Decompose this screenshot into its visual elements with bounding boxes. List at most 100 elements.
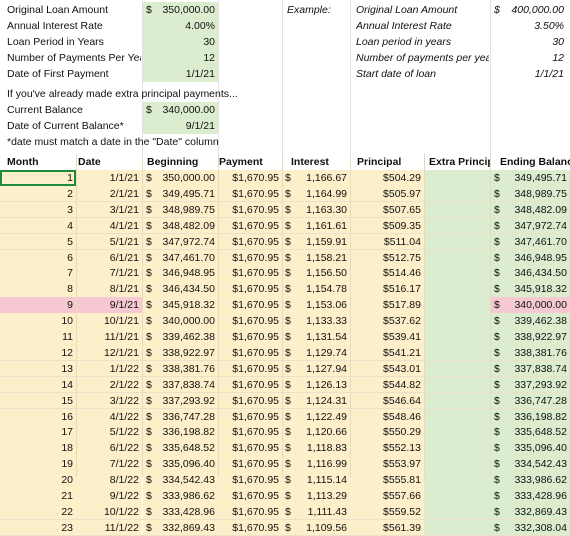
cell-extra-principal[interactable]: [424, 408, 491, 425]
cell-payment[interactable]: $1,670.95: [218, 313, 282, 330]
cell-principal[interactable]: $511.04: [350, 233, 424, 250]
cell-date[interactable]: 8/1/21: [76, 281, 142, 298]
cell-beginning[interactable]: $340,000.00: [143, 313, 218, 330]
cell-principal[interactable]: $548.46: [350, 408, 424, 425]
cell-principal[interactable]: $517.89: [350, 297, 424, 314]
cell-date[interactable]: 4/1/22: [76, 408, 142, 425]
cell-date[interactable]: 1/1/21: [76, 170, 142, 186]
cell-extra-principal[interactable]: [424, 233, 491, 250]
cell-beginning[interactable]: $348,482.09: [143, 217, 218, 234]
cell-payment[interactable]: $1,670.95: [218, 472, 282, 489]
cell-beginning[interactable]: $349,495.71: [143, 185, 218, 202]
cell-date[interactable]: 5/1/21: [76, 233, 142, 250]
cell-date[interactable]: 8/1/22: [76, 472, 142, 489]
cell-extra-principal[interactable]: [424, 217, 491, 234]
cell-ending-balance[interactable]: $337,293.92: [491, 376, 570, 393]
cell-principal[interactable]: $552.13: [350, 440, 424, 457]
cell-payment[interactable]: $1,670.95: [218, 185, 282, 202]
cell-date[interactable]: 11/1/21: [76, 329, 142, 345]
cell-extra-principal[interactable]: [424, 424, 491, 441]
cell-interest[interactable]: $1,129.74: [282, 344, 350, 361]
cell-beginning[interactable]: $335,096.40: [143, 456, 218, 473]
cell-beginning[interactable]: $338,922.97: [143, 344, 218, 361]
cell-principal[interactable]: $553.97: [350, 456, 424, 473]
cell-beginning[interactable]: $335,648.52: [143, 440, 218, 457]
cell-date[interactable]: 7/1/22: [76, 456, 142, 473]
cell-month[interactable]: 15: [0, 392, 76, 409]
first-payment-input[interactable]: 1/1/21: [143, 66, 218, 82]
cell-extra-principal[interactable]: [424, 472, 491, 489]
cell-interest[interactable]: $1,159.91: [282, 233, 350, 250]
cell-month[interactable]: 16: [0, 408, 76, 425]
cell-interest[interactable]: $1,111.43: [282, 503, 350, 520]
cell-month[interactable]: 13: [0, 360, 76, 377]
cell-extra-principal[interactable]: [424, 201, 491, 218]
cell-principal[interactable]: $561.39: [350, 519, 424, 536]
cell-principal[interactable]: $543.01: [350, 360, 424, 377]
cell-interest[interactable]: $1,153.06: [282, 297, 350, 314]
cell-beginning[interactable]: $350,000.00: [143, 170, 218, 186]
cell-extra-principal[interactable]: [424, 456, 491, 473]
cell-principal[interactable]: $514.46: [350, 265, 424, 282]
cell-principal[interactable]: $544.82: [350, 376, 424, 393]
cell-interest[interactable]: $1,166.67: [282, 170, 350, 186]
cell-payment[interactable]: $1,670.95: [218, 488, 282, 504]
cell-payment[interactable]: $1,670.95: [218, 519, 282, 536]
current-balance-input[interactable]: $ 340,000.00: [143, 102, 218, 118]
cell-principal[interactable]: $505.97: [350, 185, 424, 202]
cell-ending-balance[interactable]: $338,381.76: [491, 344, 570, 361]
cell-payment[interactable]: $1,670.95: [218, 281, 282, 298]
cell-ending-balance[interactable]: $340,000.00: [491, 297, 570, 314]
cell-payment[interactable]: $1,670.95: [218, 440, 282, 457]
cell-interest[interactable]: $1,120.66: [282, 424, 350, 441]
cell-payment[interactable]: $1,670.95: [218, 265, 282, 282]
cell-payment[interactable]: $1,670.95: [218, 456, 282, 473]
cell-month[interactable]: 5: [0, 233, 76, 250]
original-loan-input[interactable]: $ 350,000.00: [143, 2, 218, 18]
cell-interest[interactable]: $1,164.99: [282, 185, 350, 202]
cell-month[interactable]: 14: [0, 376, 76, 393]
cell-month[interactable]: 19: [0, 456, 76, 473]
cell-principal[interactable]: $509.35: [350, 217, 424, 234]
cell-principal[interactable]: $504.29: [350, 170, 424, 186]
cell-payment[interactable]: $1,670.95: [218, 233, 282, 250]
cell-ending-balance[interactable]: $347,972.74: [491, 217, 570, 234]
cell-extra-principal[interactable]: [424, 185, 491, 202]
cell-principal[interactable]: $512.75: [350, 249, 424, 266]
cell-payment[interactable]: $1,670.95: [218, 408, 282, 425]
cell-principal[interactable]: $516.17: [350, 281, 424, 298]
cell-date[interactable]: 4/1/21: [76, 217, 142, 234]
cell-interest[interactable]: $1,126.13: [282, 376, 350, 393]
cell-beginning[interactable]: $346,434.50: [143, 281, 218, 298]
cell-payment[interactable]: $1,670.95: [218, 217, 282, 234]
cell-beginning[interactable]: $334,542.43: [143, 472, 218, 489]
cell-principal[interactable]: $541.21: [350, 344, 424, 361]
cell-beginning[interactable]: $338,381.76: [143, 360, 218, 377]
cell-interest[interactable]: $1,118.83: [282, 440, 350, 457]
cell-interest[interactable]: $1,158.21: [282, 249, 350, 266]
cell-month[interactable]: 8: [0, 281, 76, 298]
cell-ending-balance[interactable]: $335,096.40: [491, 440, 570, 457]
interest-rate-input[interactable]: 4.00%: [143, 18, 218, 34]
cell-beginning[interactable]: $345,918.32: [143, 297, 218, 314]
cell-date[interactable]: 10/1/22: [76, 503, 142, 520]
cell-date[interactable]: 5/1/22: [76, 424, 142, 441]
cell-payment[interactable]: $1,670.95: [218, 344, 282, 361]
cell-beginning[interactable]: $336,747.28: [143, 408, 218, 425]
cell-ending-balance[interactable]: $345,918.32: [491, 281, 570, 298]
cell-ending-balance[interactable]: $348,482.09: [491, 201, 570, 218]
cell-ending-balance[interactable]: $348,989.75: [491, 185, 570, 202]
cell-principal[interactable]: $555.81: [350, 472, 424, 489]
cell-principal[interactable]: $557.66: [350, 488, 424, 504]
cell-ending-balance[interactable]: $333,428.96: [491, 488, 570, 504]
cell-payment[interactable]: $1,670.95: [218, 249, 282, 266]
cell-month[interactable]: 21: [0, 488, 76, 504]
cell-extra-principal[interactable]: [424, 297, 491, 314]
cell-interest[interactable]: $1,127.94: [282, 360, 350, 377]
cell-ending-balance[interactable]: $337,838.74: [491, 360, 570, 377]
cell-extra-principal[interactable]: [424, 488, 491, 504]
cell-date[interactable]: 6/1/22: [76, 440, 142, 457]
cell-beginning[interactable]: $337,838.74: [143, 376, 218, 393]
cell-beginning[interactable]: $346,948.95: [143, 265, 218, 282]
cell-interest[interactable]: $1,156.50: [282, 265, 350, 282]
